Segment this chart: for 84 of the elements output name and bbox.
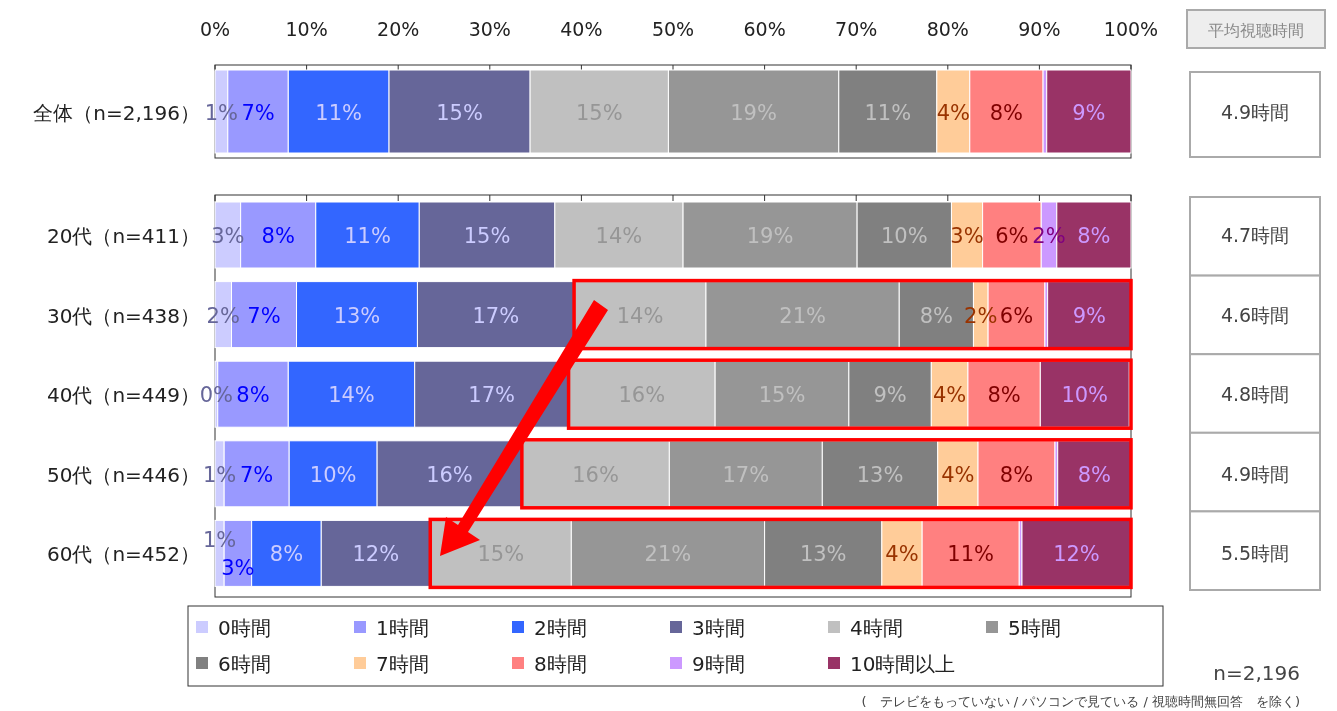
data-label: 4% [932,383,967,408]
data-label: 17% [468,383,515,408]
data-label: 6% [995,224,1029,248]
data-label: 13% [856,462,904,487]
legend-label: 3時間 [692,616,745,640]
data-label: 0% [199,383,234,408]
data-label: 11% [947,542,995,567]
data-label: 12% [1053,542,1100,567]
data-label: 11% [344,224,391,248]
data-label: 10% [880,224,928,248]
text: 4.8時間 [1220,383,1290,406]
data-label: 1% [202,462,237,487]
y-tick-label: 30代（n=438） [46,303,200,328]
legend-label: 10時間以上 [850,652,956,676]
data-label: 17% [472,303,520,328]
data-label: 2% [206,303,240,328]
data-label: 15% [463,224,511,248]
data-label: 16% [426,462,473,487]
text: n=2,196 [1213,661,1300,685]
x-tick-label: 20% [377,18,420,40]
legend-label: 4時間 [850,616,903,640]
data-label: 13% [799,542,847,567]
data-label: 8% [236,383,270,408]
legend-label: 0時間 [218,616,271,640]
x-tick-label: 30% [468,18,511,40]
data-label: 3% [211,224,245,248]
text: 4.6時間 [1220,303,1290,326]
text: 平均視聴時間 [1208,21,1304,40]
x-tick-label: 60% [743,18,786,40]
data-label: 8% [999,462,1034,487]
data-label: 9% [873,383,907,408]
data-label: 6% [999,303,1034,328]
text: 5.5時間 [1220,542,1290,565]
data-label: 9% [1072,100,1106,125]
x-tick-label: 0% [199,18,231,40]
x-tick-label: 70% [835,18,878,40]
legend-label: 9時間 [692,652,745,676]
data-label: 11% [315,100,362,125]
data-label: 1% [202,528,237,553]
data-label: 8% [269,542,304,567]
legend-label: 7時間 [376,652,429,676]
legend-label: 1時間 [376,616,429,640]
data-label: 10% [309,462,357,487]
x-tick-label: 90% [1018,18,1061,40]
bar [1021,519,1132,587]
legend-label: 6時間 [218,652,271,676]
data-label: 1% [204,100,239,125]
legend-label: 5時間 [1008,616,1061,640]
data-label: 7% [247,303,281,328]
data-label: 4% [936,100,970,125]
y-tick-label: 50代（n=446） [46,462,200,487]
legend-label: 8時間 [534,652,587,676]
data-label: 8% [989,100,1024,125]
data-label: 7% [241,100,275,125]
data-label: 12% [352,542,400,567]
data-label: 8% [919,303,954,328]
data-label: 9% [1072,303,1106,328]
data-label: 10% [1061,383,1109,408]
data-label: 13% [333,303,381,328]
text: ( テレビをもっていない / パソコンで見ている / 視聴時間無回答 を除く) [861,694,1300,709]
y-tick-label: 全体（n=2,196） [33,100,200,125]
text: 4.9時間 [1220,100,1290,123]
legend-label: 2時間 [534,616,587,640]
x-tick-label: 80% [926,18,969,40]
y-tick-label: 20代（n=411） [46,224,200,248]
data-label: 8% [1077,462,1112,487]
data-label: 7% [240,462,274,487]
x-tick-label: 100% [1103,18,1159,40]
data-label: 11% [864,100,912,125]
data-label: 8% [261,224,295,248]
data-label: 15% [436,100,483,125]
y-tick-label: 60代（n=452） [46,542,200,567]
y-tick-label: 40代（n=449） [46,383,200,408]
data-label: 14% [328,383,375,408]
data-label: 8% [987,383,1021,408]
x-tick-label: 50% [651,18,695,40]
text: 4.9時間 [1220,462,1290,485]
x-tick-label: 40% [560,18,603,40]
text: 4.7時間 [1220,224,1290,246]
bar [1047,281,1132,349]
data-label: 4% [941,462,975,487]
data-label: 8% [1077,224,1111,248]
x-tick-label: 10% [285,18,328,40]
data-label: 4% [885,542,919,567]
